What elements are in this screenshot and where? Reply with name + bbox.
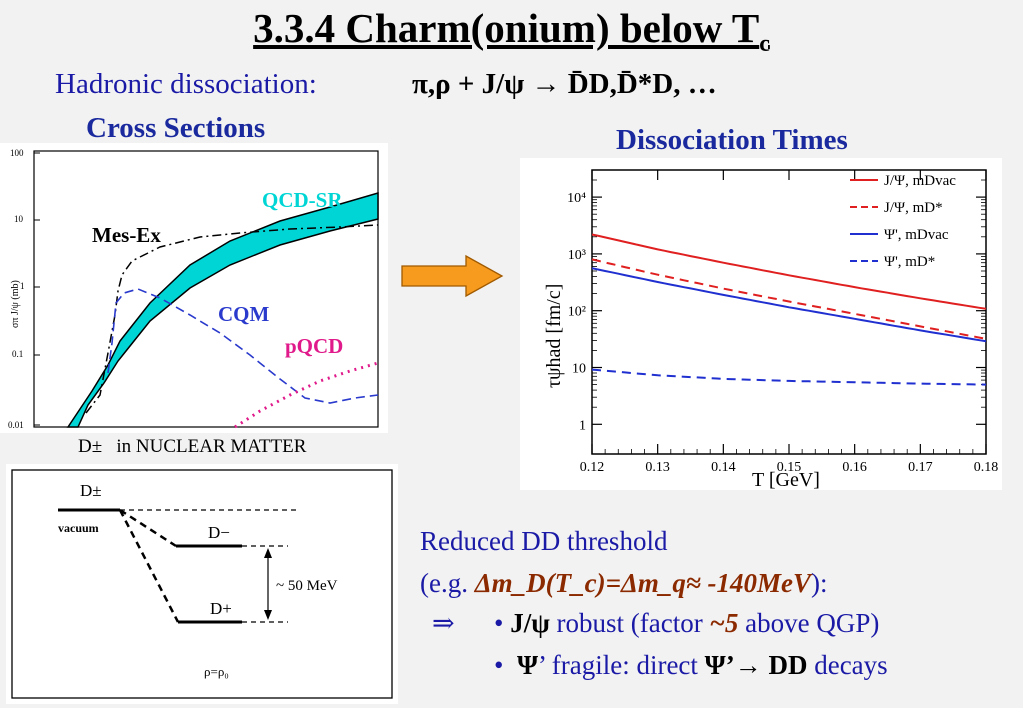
ytick-label: 10³ [568, 248, 586, 263]
ytick-label: 10 [572, 362, 586, 377]
legend-label-0: J/Ψ, mDvac [884, 173, 956, 189]
d-minus-label: D− [208, 523, 230, 542]
bullet-jpsi: • J/ψ robust (factor ~5 above QGP) [494, 608, 880, 638]
splitting-label: ~ 50 MeV [276, 578, 338, 594]
ytick-1: 1 [20, 281, 25, 291]
example-line: (e.g. Δm_D(T_c)=Δm_q≈ -140MeV): [420, 568, 828, 598]
ytick-0.1: 0.1 [12, 349, 23, 359]
series-line-3 [591, 368, 987, 386]
xtick-label: 0.14 [711, 460, 736, 475]
cross-section-ylabel: σπ J/ψ (mb) [10, 280, 21, 328]
ytick-label: 10² [568, 305, 586, 320]
ytick-0.01: 0.01 [8, 420, 24, 430]
d-plus-label: D+ [210, 599, 232, 618]
dissociation-heading: Dissociation Times [616, 124, 848, 156]
vacuum-d-label: D± [80, 481, 102, 500]
mesex-curve [85, 224, 379, 414]
page-title: 3.3.4 Charm(onium) below Tc [253, 5, 770, 58]
series-line-1 [591, 258, 987, 340]
pqcd-label: pQCD [285, 334, 343, 358]
series-line-0 [591, 233, 987, 310]
legend-label-1: J/Ψ, mD* [884, 200, 943, 216]
implies-icon: ⇒ [432, 608, 455, 638]
ytick-label: 10⁴ [567, 191, 586, 206]
ytick-label: 1 [579, 418, 586, 433]
series-line-2 [591, 267, 987, 343]
d-meson-level-diagram: D± vacuum D− D+ ~ 50 MeV ρ=ρ₀ [6, 464, 398, 704]
threshold-line: Reduced DD threshold [420, 526, 668, 556]
reaction-formula: π,ρ + J/ψ → D̄D,D̄*D, … [412, 68, 717, 100]
mesex-label: Mes-Ex [92, 223, 161, 247]
vacuum-label: vacuum [58, 521, 99, 535]
orange-arrow-icon [401, 254, 504, 298]
conclusion-block: Reduced DD threshold (e.g. Δm_D(T_c)=Δm_… [420, 522, 1020, 702]
ytick-10: 10 [14, 214, 24, 224]
bullet-psiprime: • Ψ’ fragile: direct Ψ’→ DD decays [494, 650, 888, 680]
chart-xlabel: T [GeV] [752, 469, 820, 490]
xtick-label: 0.13 [645, 460, 670, 475]
cqm-label: CQM [218, 302, 270, 326]
density-label: ρ=ρ₀ [204, 664, 229, 679]
legend-label-2: Ψ', mDvac [884, 227, 949, 243]
xtick-label: 0.17 [908, 460, 933, 475]
dissociation-chart: 1 10 10² 10³ 10⁴ 0.12 0.13 0.14 0.15 0.16 0.17 0.18… [520, 158, 1002, 490]
cross-sections-plot: 100 10 1 0.1 0.01 σπ J/ψ (mb) QCD-SR Mes… [0, 143, 388, 433]
qcdsr-band [66, 192, 379, 428]
nuclear-matter-title: D± in NUCLEAR MATTER [78, 436, 307, 457]
xtick-label: 0.16 [842, 460, 867, 475]
chart-ylabel: τψhad [fm/c] [543, 284, 565, 388]
ytick-100: 100 [10, 148, 24, 158]
qcdsr-label: QCD-SR [262, 188, 343, 212]
xtick-label: 0.12 [580, 460, 605, 475]
pqcd-curve [234, 361, 379, 429]
legend-label-3: Ψ', mD* [884, 254, 935, 270]
cqm-curve [107, 288, 379, 404]
cross-sections-heading: Cross Sections [86, 112, 266, 144]
xtick-label: 0.18 [974, 460, 999, 475]
hadronic-label: Hadronic dissociation: [55, 68, 317, 100]
xtick-label: 0.15 [777, 460, 802, 475]
mass-shift-formula: Δm_D(T_c)=Δm_q≈ -140MeV [474, 568, 811, 598]
